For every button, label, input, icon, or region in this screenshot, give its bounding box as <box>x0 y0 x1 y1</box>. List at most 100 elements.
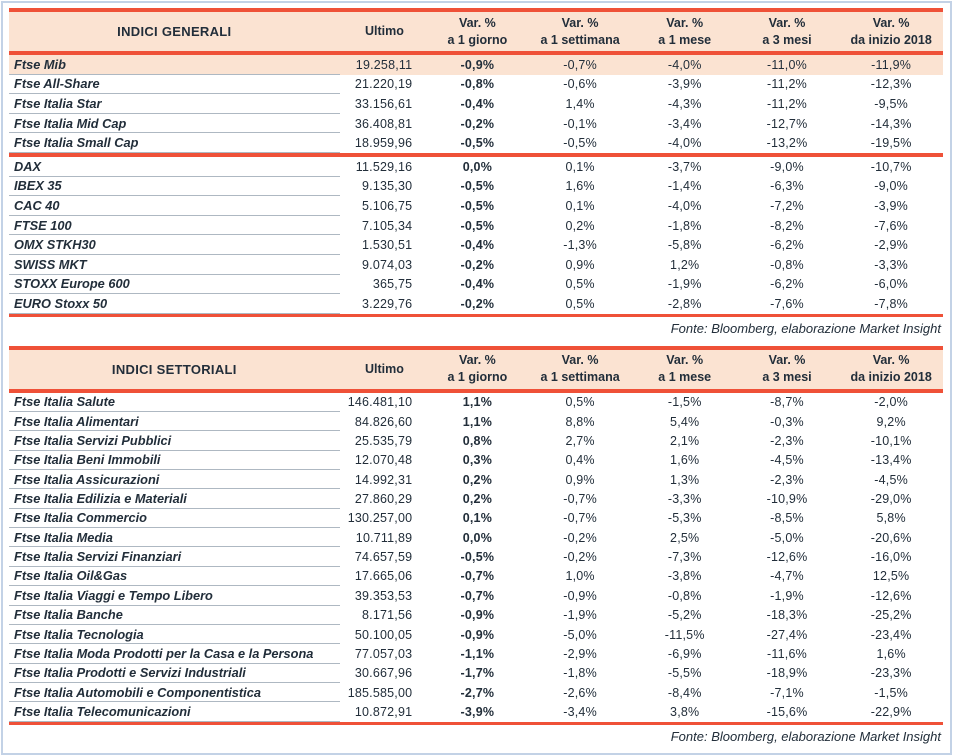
ultimo-value: 33.156,61 <box>354 96 413 111</box>
ultimo-value: 74.657,59 <box>354 550 413 565</box>
row-values: 84.826,60 1,1% 8,8% 5,4% -0,3% 9,2% <box>340 412 943 431</box>
var-value: -0,8% <box>667 588 702 603</box>
row-values: 10.872,91 -3,9% -3,4% 3,8% -15,6% -22,9% <box>340 702 943 721</box>
var-value: -0,5% <box>460 550 495 565</box>
index-name: Ftse Italia Moda Prodotti per la Casa e … <box>9 644 340 664</box>
column-header: Var. % a 1 giorno <box>447 353 508 385</box>
var-value: -20,6% <box>870 530 912 545</box>
table-row: Ftse Italia Salute 146.481,10 1,1% 0,5% -1,5… <box>9 393 943 413</box>
column-header: Var. % a 1 giorno <box>447 15 508 47</box>
ultimo-value: 1.530,51 <box>362 238 413 253</box>
table-row: Ftse Italia Banche 8.171,56 -0,9% -1,9% -5,2… <box>9 606 943 625</box>
var-value: -5,8% <box>667 238 702 253</box>
ultimo-value: 36.408,81 <box>354 116 413 131</box>
index-name: Ftse Italia Beni Immobili <box>9 451 340 471</box>
table-row: Ftse Italia Prodotti e Servizi Industria… <box>9 664 943 683</box>
row-values: 14.992,31 0,2% 0,9% 1,3% -2,3% -4,5% <box>340 470 943 489</box>
var-value: -0,2% <box>460 116 495 131</box>
ultimo-value: 9.135,30 <box>362 179 413 194</box>
var-value: -0,5% <box>460 179 495 194</box>
var-value: -11,2% <box>767 96 807 111</box>
source-note: Fonte: Bloomberg, elaborazione Market In… <box>670 728 941 744</box>
var-value: 12,5% <box>872 569 910 584</box>
var-value: -3,7% <box>667 159 702 174</box>
var-value: -7,6% <box>874 218 908 233</box>
var-value: 1,6% <box>876 646 906 661</box>
var-value: -4,0% <box>667 198 702 213</box>
ultimo-value: 11.529,16 <box>355 159 413 174</box>
var-value: -6,2% <box>770 238 804 253</box>
var-value: 0,5% <box>565 277 595 292</box>
row-values: 30.667,96 -1,7% -1,8% -5,5% -18,9% -23,3% <box>340 664 943 683</box>
var-value: -6,9% <box>667 646 702 661</box>
var-value: -0,5% <box>460 136 495 151</box>
var-value: -15,6% <box>766 704 808 719</box>
var-value: -0,7% <box>460 588 495 603</box>
var-value: -1,3% <box>563 238 597 253</box>
var-value: -0,3% <box>770 414 804 429</box>
index-name: Ftse Italia Edilizia e Materiali <box>9 489 340 509</box>
index-name: Ftse Italia Commercio <box>9 509 340 529</box>
index-name: Ftse Italia Telecomunicazioni <box>9 702 340 722</box>
row-values: 130.257,00 0,1% -0,7% -5,3% -8,5% 5,8% <box>340 509 943 528</box>
var-value: -23,4% <box>870 627 912 642</box>
var-value: -4,0% <box>667 136 702 151</box>
var-value: -0,7% <box>460 569 495 584</box>
row-values: 17.665,06 -0,7% 1,0% -3,8% -4,7% 12,5% <box>340 567 943 586</box>
var-value: 1,1% <box>462 395 493 410</box>
ultimo-value: 77.057,03 <box>354 646 413 661</box>
var-value: -0,2% <box>460 257 495 272</box>
index-name: Ftse All-Share <box>9 75 340 95</box>
var-value: -1,5% <box>667 395 702 410</box>
var-value: -0,6% <box>563 77 597 92</box>
table-row: Ftse Italia Star 33.156,61 -0,4% 1,4% -4,3% -… <box>9 94 943 114</box>
row-values: 50.100,05 -0,9% -5,0% -11,5% -27,4% -23,4% <box>340 625 943 644</box>
ultimo-value: 10.872,91 <box>354 704 413 719</box>
var-value: -12,6% <box>870 588 912 603</box>
ultimo-value: 25.535,79 <box>354 434 413 449</box>
ultimo-value: 8.171,56 <box>362 608 413 623</box>
column-header: Ultimo <box>365 24 404 38</box>
table-row: Ftse Mib 19.258,11 -0,9% -0,7% -4,0% -11,0% -1… <box>9 55 943 75</box>
var-value: -1,1% <box>460 646 495 661</box>
table-row: Ftse Italia Media 10.711,89 0,0% -0,2% 2,5% -… <box>9 528 943 548</box>
var-value: -11,5% <box>664 627 705 642</box>
var-value: -2,3% <box>770 472 804 487</box>
var-value: -8,7% <box>770 395 804 410</box>
index-name: STOXX Europe 600 <box>9 275 340 295</box>
var-value: -1,4% <box>667 179 702 194</box>
var-value: -9,0% <box>874 179 908 194</box>
column-header: Var. % da inizio 2018 <box>850 15 932 47</box>
index-name: Ftse Italia Media <box>9 528 340 548</box>
group-separator-rule <box>9 152 943 157</box>
var-value: -1,8% <box>563 666 597 681</box>
var-value: -16,0% <box>870 550 912 565</box>
table-row: Ftse Italia Alimentari 84.826,60 1,1% 8,8% 5… <box>9 412 943 432</box>
var-value: 0,9% <box>565 472 595 487</box>
index-name: Ftse Italia Viaggi e Tempo Libero <box>9 586 340 606</box>
table-row: EURO Stoxx 50 3.229,76 -0,2% 0,5% -2,8% -7,6%… <box>9 294 943 314</box>
index-name: EURO Stoxx 50 <box>9 294 340 314</box>
var-value: -23,3% <box>870 666 912 681</box>
var-value: 5,8% <box>876 511 906 526</box>
index-name: SWISS MKT <box>9 255 340 275</box>
var-value: -2,7% <box>460 685 495 700</box>
index-name: IBEX 35 <box>9 177 340 197</box>
var-value: 0,5% <box>565 296 595 311</box>
row-values: 7.105,34 -0,5% 0,2% -1,8% -8,2% -7,6% <box>340 216 943 236</box>
column-header: Var. % a 1 mese <box>658 353 712 385</box>
table-row: OMX STKH30 1.530,51 -0,4% -1,3% -5,8% -6,2% -2… <box>9 235 943 255</box>
var-value: -19,5% <box>870 136 912 151</box>
var-value: -2,8% <box>667 296 702 311</box>
ultimo-value: 10.711,89 <box>355 530 413 545</box>
var-value: -0,7% <box>563 511 597 526</box>
table-header: INDICI SETTORIALI Ultimo Var. % a 1 giorno… <box>9 349 943 389</box>
var-value: -3,8% <box>667 569 702 584</box>
var-value: -4,7% <box>770 569 804 584</box>
var-value: 9,2% <box>876 414 906 429</box>
ultimo-value: 5.106,75 <box>362 198 413 213</box>
var-value: -1,8% <box>667 218 702 233</box>
var-value: -3,9% <box>460 704 495 719</box>
row-values: 1.530,51 -0,4% -1,3% -5,8% -6,2% -2,9% <box>340 235 943 255</box>
